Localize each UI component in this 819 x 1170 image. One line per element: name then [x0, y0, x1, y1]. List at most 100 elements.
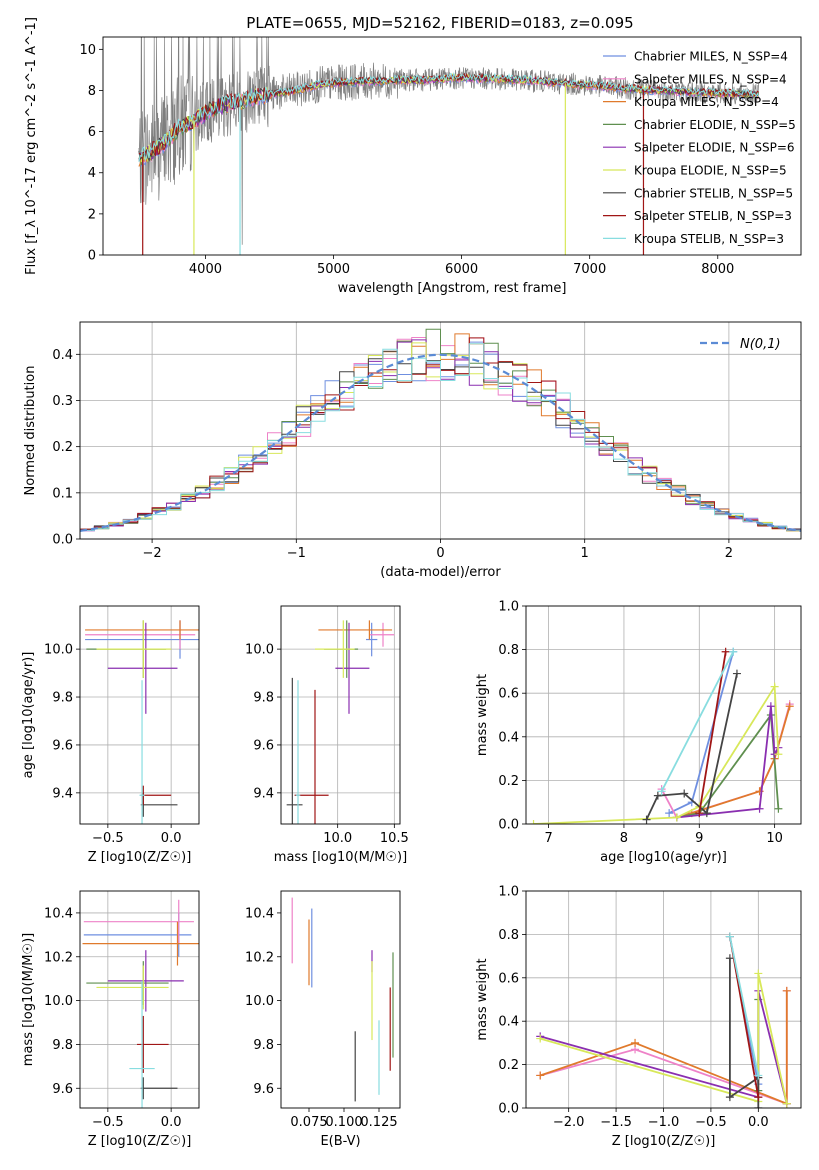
x-tick-label: 4000: [189, 262, 222, 277]
y-tick-label: 0: [88, 249, 96, 264]
mass-weight-marker: [657, 787, 666, 796]
y-tick-label: 0.0: [498, 818, 519, 833]
y-tick-label: 10.0: [245, 994, 274, 1009]
x-tick-label: −0.5: [92, 831, 124, 846]
y-tick-label: 10.4: [44, 906, 73, 921]
x-tick-label: 5000: [317, 262, 350, 277]
mass-weight-marker: [725, 1093, 734, 1102]
axes-frame: [102, 36, 802, 256]
mass-weight-line: [698, 651, 727, 814]
mass-weight-marker: [754, 969, 763, 978]
mass-weight-line: [676, 712, 780, 819]
mass-weight-marker: [766, 702, 775, 711]
spectrum-plot: 4000 5000 6000 7000 8000 0 2 4 6 8 10 wavelength [A…: [24, 17, 802, 296]
axes-frame: [79, 605, 200, 825]
plot-area: [82, 899, 199, 1108]
spectrum-legend: Chabrier MILES, N_SSP=4 Salpeter MILES, N…: [603, 50, 796, 246]
y-tick-label: 1.0: [498, 600, 519, 615]
axes-frame: [280, 605, 401, 825]
x-tick-label: 0.100: [325, 1115, 362, 1130]
mass-weight-marker: [732, 669, 741, 678]
axes-frame: [525, 890, 802, 1109]
y-tick-label: 9.6: [52, 738, 73, 753]
mass-weight-marker: [729, 647, 738, 656]
y-tick-label: 0.0: [498, 1102, 519, 1117]
x-tick-label: 7000: [573, 262, 606, 277]
axes-frame: [280, 890, 401, 1109]
x-tick-label: 1: [581, 546, 589, 561]
plot-area: [80, 328, 801, 532]
x-tick-label: 10.5: [380, 831, 409, 846]
x-tick-label: −2: [143, 546, 162, 561]
y-tick-label: 0.6: [498, 687, 519, 702]
plot-area: [138, 37, 760, 255]
x-tick-label: 0.075: [290, 1115, 327, 1130]
mass-weight-marker: [631, 1038, 640, 1047]
y-axis-label: Normed distribution: [23, 366, 38, 496]
y-tick-label: 9.8: [52, 1038, 73, 1053]
x-tick-label: 0: [436, 546, 444, 561]
x-tick-label: 0.125: [360, 1115, 397, 1130]
mass-weight-line: [539, 990, 788, 1106]
data-spectrum: [138, 37, 759, 245]
x-tick-label: −0.5: [92, 1115, 124, 1130]
legend-label: Chabrier ELODIE, N_SSP=5: [634, 118, 796, 132]
legend-label: N(0,1): [740, 337, 781, 352]
mass-weight-marker: [754, 1104, 763, 1108]
y-axis-label: Flux [f_λ 10^-17 erg cm^-2 s^-1 A^-1]: [24, 17, 39, 275]
y-tick-label: 2: [88, 207, 96, 222]
axes-frame: [525, 605, 802, 825]
mass-weight-vs-metallicity-plot: −2.0 −1.5 −1.0 −0.5 0.0 0.0 0.2 0.4 0.6 0.8 1.0 Z […: [475, 885, 802, 1149]
y-tick-label: 0.8: [498, 928, 519, 943]
x-tick-label: 10.0: [323, 831, 352, 846]
x-axis-label: mass [log10(M/M☉)]: [274, 850, 407, 865]
x-tick-label: −1.5: [600, 1115, 632, 1130]
figure-title: PLATE=0655, MJD=52162, FIBERID=0183, z=0…: [246, 14, 633, 32]
mass-vs-metallicity-plot: −0.5 0.0 9.6 9.8 10.0 10.2 10.4 Z [log10(Z/Z☉)]…: [21, 890, 200, 1149]
plot-area: [536, 932, 791, 1108]
y-tick-label: 0.1: [52, 486, 73, 501]
y-tick-label: 0.2: [498, 774, 519, 789]
mass-weight-marker: [774, 804, 783, 813]
y-axis-label: mass weight: [475, 674, 490, 756]
mass-weight-marker: [721, 647, 730, 656]
x-tick-label: −0.5: [695, 1115, 727, 1130]
y-tick-label: 0.3: [52, 394, 73, 409]
y-tick-label: 10: [79, 43, 96, 58]
mass-weight-marker: [754, 1093, 763, 1102]
mass-weight-marker: [665, 809, 674, 818]
mass-weight-marker: [642, 815, 651, 824]
x-tick-label: 10: [766, 831, 783, 846]
y-tick-label: 9.8: [253, 691, 274, 706]
x-axis-label: wavelength [Angstrom, rest frame]: [338, 281, 567, 296]
mass-weight-marker: [702, 809, 711, 818]
y-tick-label: 6: [88, 125, 96, 140]
mass-weight-marker: [536, 1034, 545, 1043]
x-tick-label: 6000: [445, 262, 478, 277]
mass-weight-marker: [672, 813, 681, 822]
y-tick-label: 9.6: [253, 738, 274, 753]
y-axis-label: mass weight: [475, 958, 490, 1040]
x-tick-label: −1: [287, 546, 306, 561]
plot-area: [529, 647, 794, 824]
y-tick-label: 0.2: [498, 1058, 519, 1073]
y-tick-label: 9.6: [253, 1082, 274, 1097]
legend-label: Salpeter MILES, N_SSP=4: [634, 72, 787, 86]
mass-weight-line: [660, 651, 735, 792]
mass-weight-marker: [695, 809, 704, 818]
y-tick-label: 10.0: [44, 643, 73, 658]
y-tick-label: 0.2: [52, 440, 73, 455]
y-tick-label: 10.2: [44, 950, 73, 965]
x-axis-label: Z [log10(Z/Z☉)]: [612, 1134, 716, 1149]
mass-weight-marker: [785, 702, 794, 711]
mass-weight-marker: [782, 1099, 791, 1108]
mass-weight-marker: [774, 750, 783, 759]
mass-weight-line: [660, 703, 791, 819]
x-axis-label: Z [log10(Z/Z☉)]: [88, 1134, 192, 1149]
y-tick-label: 0.6: [498, 971, 519, 986]
x-axis-label: E(B-V): [320, 1134, 360, 1149]
model-spectrum: [138, 71, 760, 162]
legend-label: Kroupa ELODIE, N_SSP=5: [634, 164, 787, 178]
y-tick-label: 1.0: [498, 885, 519, 900]
residual-histogram: [80, 343, 801, 531]
